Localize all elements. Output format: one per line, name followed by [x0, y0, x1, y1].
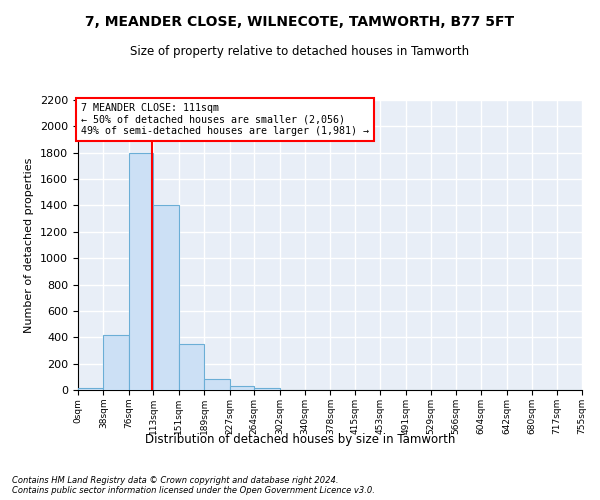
Text: Contains HM Land Registry data © Crown copyright and database right 2024.
Contai: Contains HM Land Registry data © Crown c… [12, 476, 375, 495]
Text: Size of property relative to detached houses in Tamworth: Size of property relative to detached ho… [130, 45, 470, 58]
Bar [154, 206, 179, 390]
Text: 7, MEANDER CLOSE, WILNECOTE, TAMWORTH, B77 5FT: 7, MEANDER CLOSE, WILNECOTE, TAMWORTH, B… [85, 15, 515, 29]
Bar [230, 386, 254, 390]
Bar [129, 152, 154, 390]
Bar [103, 334, 129, 390]
Bar [204, 380, 230, 390]
Bar [254, 388, 280, 390]
Text: Distribution of detached houses by size in Tamworth: Distribution of detached houses by size … [145, 432, 455, 446]
Text: 7 MEANDER CLOSE: 111sqm
← 50% of detached houses are smaller (2,056)
49% of semi: 7 MEANDER CLOSE: 111sqm ← 50% of detache… [82, 102, 370, 136]
Y-axis label: Number of detached properties: Number of detached properties [25, 158, 34, 332]
Bar [179, 344, 204, 390]
Bar [78, 388, 103, 390]
